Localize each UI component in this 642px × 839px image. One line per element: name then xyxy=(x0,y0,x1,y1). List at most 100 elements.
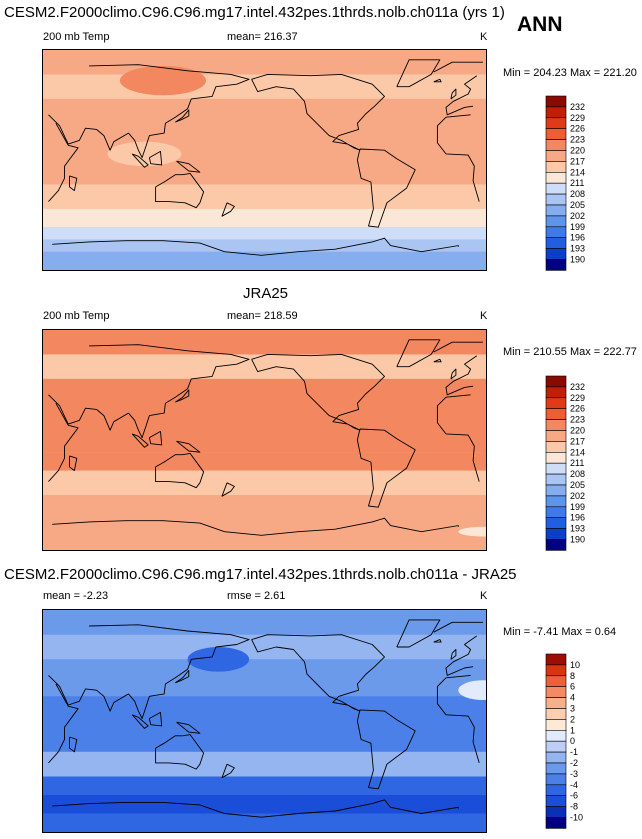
panel-2-field-label: 200 mb Temp xyxy=(43,310,110,322)
colorbar-swatch xyxy=(545,740,567,753)
coastline-5 xyxy=(396,339,441,368)
panel-1-mean: mean= 216.37 xyxy=(227,31,298,43)
colorbar-swatch xyxy=(545,462,567,475)
colorbar-tick-label: -2 xyxy=(570,758,578,768)
colorbar-tick-label: 199 xyxy=(570,222,585,232)
colorbar-swatch xyxy=(545,697,567,709)
colorbar-tick-label: 196 xyxy=(570,233,585,243)
coastline-4 xyxy=(155,734,205,770)
colorbar-tick-label: 229 xyxy=(570,113,585,123)
map-zonal-band-4 xyxy=(43,751,486,777)
map-zonal-band-1 xyxy=(43,634,486,660)
colorbar-tick-label: 202 xyxy=(570,491,585,501)
colorbar-swatch xyxy=(545,664,567,677)
colorbar-swatch xyxy=(545,117,567,129)
colorbar-swatch xyxy=(545,539,567,551)
colorbar-tick-label: 1 xyxy=(570,725,575,735)
colorbar-tick-label: 214 xyxy=(570,167,585,177)
map-zonal-band-0 xyxy=(43,330,486,355)
colorbar-swatch xyxy=(545,408,567,420)
colorbar-tick-label: 208 xyxy=(570,189,585,199)
panel-3-map xyxy=(42,609,487,833)
season-label: ANN xyxy=(517,13,563,36)
coastline-7 xyxy=(148,430,163,446)
map-zonal-band-3 xyxy=(43,409,486,453)
panel-3-minmax: Min = -7.41 Max = 0.64 xyxy=(503,626,617,638)
colorbar-swatch xyxy=(545,817,567,829)
colorbar-tick-label: 196 xyxy=(570,513,585,523)
colorbar-swatch xyxy=(545,182,567,195)
colorbar-tick-label: 6 xyxy=(570,682,575,692)
colorbar-swatch xyxy=(545,226,567,239)
map-zonal-band-4 xyxy=(43,452,486,471)
colorbar-tick-label: 205 xyxy=(570,480,585,490)
coastline-1 xyxy=(48,394,480,482)
panel-2-minmax: Min = 210.55 Max = 222.77 xyxy=(503,346,637,358)
colorbar-tick-label: 223 xyxy=(570,135,585,145)
coastline-7 xyxy=(148,150,163,166)
coastline-5 xyxy=(396,59,441,88)
panel-3-colorbar: 10 8 6 4 3 2 1 0 -1 -2 -3 -4 -6 -8 -10 xyxy=(545,653,606,829)
coastline-9 xyxy=(175,669,190,684)
panel-3-units: K xyxy=(480,590,488,602)
coastline-11 xyxy=(69,736,78,753)
panel-2-units: K xyxy=(480,310,488,322)
coastline-antarctica xyxy=(52,237,459,256)
panel-3-mean: mean = -2.23 xyxy=(43,590,109,602)
colorbar-tick-label: -4 xyxy=(570,780,578,790)
colorbar-swatch xyxy=(545,708,567,720)
colorbar-tick-label: 229 xyxy=(570,393,585,403)
coastline-4 xyxy=(155,172,205,209)
colorbar-tick-label: -3 xyxy=(570,769,578,779)
coastline-3 xyxy=(356,709,416,790)
map-zonal-band-0 xyxy=(43,610,486,635)
coastline-13 xyxy=(433,639,442,643)
colorbar-tick-label: 220 xyxy=(570,146,585,156)
map-zonal-band-1 xyxy=(43,74,486,99)
colorbar-tick-label: 211 xyxy=(570,458,584,468)
map-contour-region-0 xyxy=(126,410,225,445)
coastline-11 xyxy=(69,175,78,192)
coastline-12 xyxy=(450,649,457,660)
coastline-2 xyxy=(251,73,385,151)
colorbar-tick-label: 202 xyxy=(570,211,585,221)
panel-3-rmse: rmse = 2.61 xyxy=(227,590,286,602)
colorbar-swatch xyxy=(545,430,567,442)
colorbar-swatch xyxy=(545,259,567,271)
colorbar-tick-label: -1 xyxy=(570,747,578,757)
panel-1-title: CESM2.F2000climo.C96.C96.mg17.intel.432p… xyxy=(4,4,505,21)
colorbar-swatch xyxy=(545,795,567,807)
colorbar-swatch xyxy=(545,237,567,249)
coastline-1 xyxy=(48,114,480,202)
colorbar-tick-label: -10 xyxy=(570,813,583,823)
map-contour-region-0 xyxy=(119,65,207,96)
colorbar-tick-label: 8 xyxy=(570,671,575,681)
coastline-9 xyxy=(175,109,190,123)
coastline-6 xyxy=(131,714,149,729)
coastline-11 xyxy=(69,455,78,472)
map-zonal-band-2 xyxy=(43,98,486,130)
map-zonal-band-2 xyxy=(43,378,486,410)
panel-2-title: JRA25 xyxy=(243,285,289,302)
map-zonal-band-7 xyxy=(43,525,486,550)
map-zonal-band-8 xyxy=(43,251,486,270)
colorbar-tick-label: 223 xyxy=(570,415,585,425)
coastline-antarctica xyxy=(52,799,459,818)
coastline-12 xyxy=(450,368,457,380)
colorbar-swatch xyxy=(545,441,567,453)
colorbar-tick-label: 0 xyxy=(570,736,575,746)
panel-1-map xyxy=(42,49,487,271)
colorbar-swatch xyxy=(545,730,567,742)
colorbar-swatch xyxy=(545,495,567,508)
coastline-0 xyxy=(48,61,483,159)
colorbar-tick-label: 199 xyxy=(570,502,585,512)
panel-2-mean: mean= 218.59 xyxy=(227,310,298,322)
colorbar-swatch xyxy=(545,95,567,108)
colorbar-tick-label: 205 xyxy=(570,200,585,210)
map-zonal-band-2 xyxy=(43,659,486,697)
colorbar-tick-label: 190 xyxy=(570,535,585,545)
colorbar-swatch xyxy=(545,806,567,818)
coastline-antarctica xyxy=(52,517,459,536)
colorbar-tick-label: 190 xyxy=(570,255,585,265)
colorbar-swatch xyxy=(545,675,567,687)
